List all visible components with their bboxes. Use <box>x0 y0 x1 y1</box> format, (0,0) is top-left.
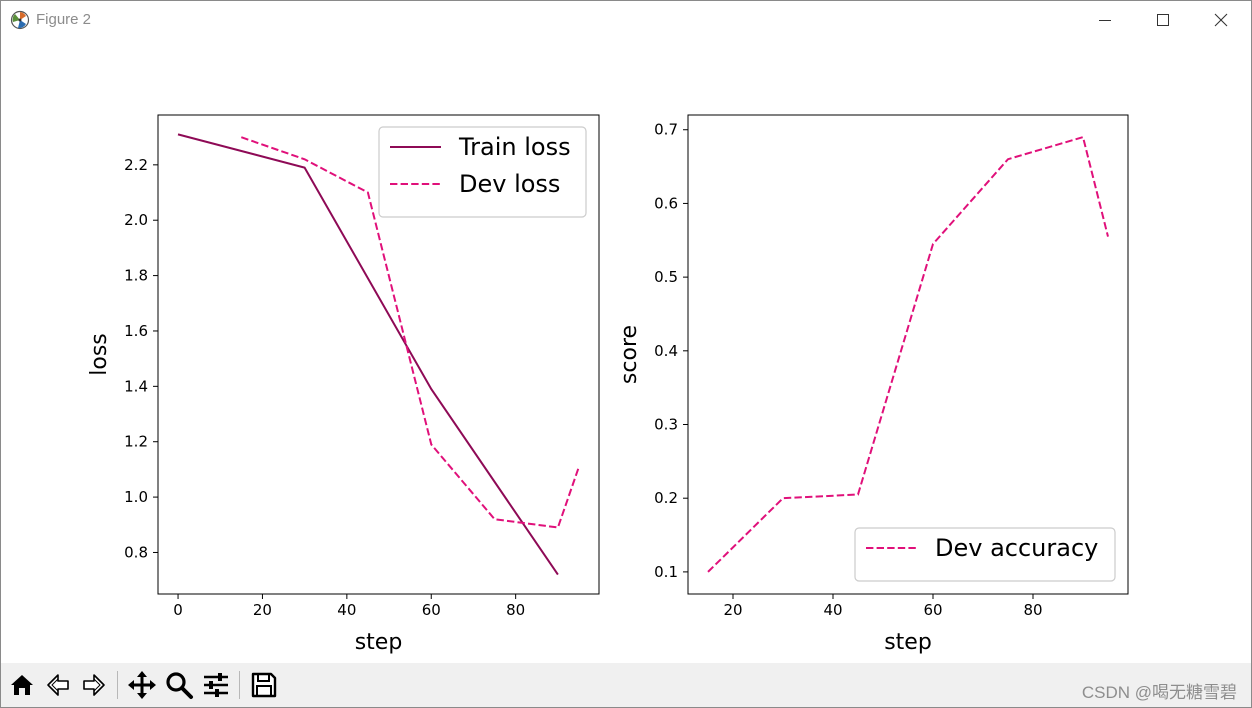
y-tick-label: 1.4 <box>124 377 148 395</box>
close-button[interactable] <box>1192 1 1250 39</box>
y-tick-label: 1.0 <box>124 488 148 506</box>
forward-arrow-icon <box>83 674 105 696</box>
x-axis-label: step <box>355 630 403 655</box>
title-bar[interactable]: Figure 2 <box>1 1 1251 39</box>
matplotlib-icon <box>10 10 30 30</box>
figure-canvas: 0 20 40 60 80 0.8 1.0 1.2 1.4 1.6 1.8 2.0 2.2 step los… <box>1 39 1251 663</box>
y-axis-label: score <box>617 325 642 384</box>
y-tick-label: 0.3 <box>654 416 678 434</box>
configure-subplots-button[interactable] <box>199 668 233 702</box>
legend-label: Train loss <box>458 133 571 161</box>
legend-label: Dev loss <box>459 170 560 198</box>
legend: Dev accuracy <box>854 527 1116 582</box>
y-tick-label: 0.8 <box>124 543 148 561</box>
y-tick-label: 0.5 <box>654 268 678 286</box>
close-icon <box>1214 13 1228 27</box>
back-arrow-icon <box>47 674 69 696</box>
maximize-icon <box>1157 14 1169 26</box>
x-tick-label: 20 <box>723 601 742 619</box>
x-tick-label: 40 <box>337 601 356 619</box>
x-tick-label: 80 <box>1023 601 1042 619</box>
y-axis-label: loss <box>87 333 112 376</box>
x-tick-label: 60 <box>923 601 942 619</box>
y-tick-label: 0.4 <box>654 342 678 360</box>
home-button[interactable] <box>5 668 39 702</box>
y-tick-label: 1.2 <box>124 433 148 451</box>
x-tick-label: 0 <box>173 601 183 619</box>
forward-button[interactable] <box>77 668 111 702</box>
home-icon <box>11 675 33 695</box>
series-line-train-loss <box>177 133 559 576</box>
legend: Train loss Dev loss <box>378 126 587 218</box>
minimize-button[interactable] <box>1076 1 1134 39</box>
move-icon <box>128 671 156 699</box>
sliders-icon <box>204 673 228 697</box>
y-tick-label: 0.7 <box>654 121 678 139</box>
legend-box <box>854 527 1116 582</box>
floppy-disk-icon <box>251 672 277 698</box>
x-tick-label: 20 <box>253 601 272 619</box>
figure-svg: 0 20 40 60 80 0.8 1.0 1.2 1.4 1.6 1.8 2.0 2.2 step los… <box>87 114 1129 655</box>
y-tick-label: 0.1 <box>654 563 678 581</box>
series-line-dev-accuracy <box>707 135 1109 573</box>
pan-button[interactable] <box>125 668 159 702</box>
magnifier-icon <box>166 672 193 699</box>
chart-2: 20 40 60 80 0.1 0.2 0.3 0.4 0.5 0.6 0.7 step score De… <box>617 114 1129 655</box>
legend-box <box>378 126 587 218</box>
navigation-toolbar <box>1 663 1251 707</box>
back-button[interactable] <box>41 668 75 702</box>
x-tick-label: 80 <box>506 601 525 619</box>
x-tick-label: 40 <box>823 601 842 619</box>
axes-frame <box>157 114 600 595</box>
y-tick-label: 0.2 <box>654 489 678 507</box>
save-button[interactable] <box>247 668 281 702</box>
chart-1: 0 20 40 60 80 0.8 1.0 1.2 1.4 1.6 1.8 2.0 2.2 step los… <box>87 114 600 655</box>
x-tick-label: 60 <box>422 601 441 619</box>
watermark: CSDN @喝无糖雪碧 <box>1081 683 1237 702</box>
window-title: Figure 2 <box>36 11 92 28</box>
x-axis-label: step <box>884 630 932 655</box>
y-tick-label: 2.2 <box>124 156 148 174</box>
series-line-dev-loss <box>240 136 580 529</box>
toolbar-separator <box>117 671 118 699</box>
y-tick-label: 2.0 <box>124 211 148 229</box>
minimize-icon <box>1099 20 1111 21</box>
y-tick-label: 1.8 <box>124 267 148 285</box>
y-tick-label: 0.6 <box>654 194 678 212</box>
maximize-button[interactable] <box>1134 1 1192 39</box>
legend-label: Dev accuracy <box>935 534 1098 562</box>
toolbar-separator <box>239 671 240 699</box>
zoom-button[interactable] <box>162 668 196 702</box>
axes-frame <box>687 114 1129 595</box>
y-tick-label: 1.6 <box>124 322 148 340</box>
